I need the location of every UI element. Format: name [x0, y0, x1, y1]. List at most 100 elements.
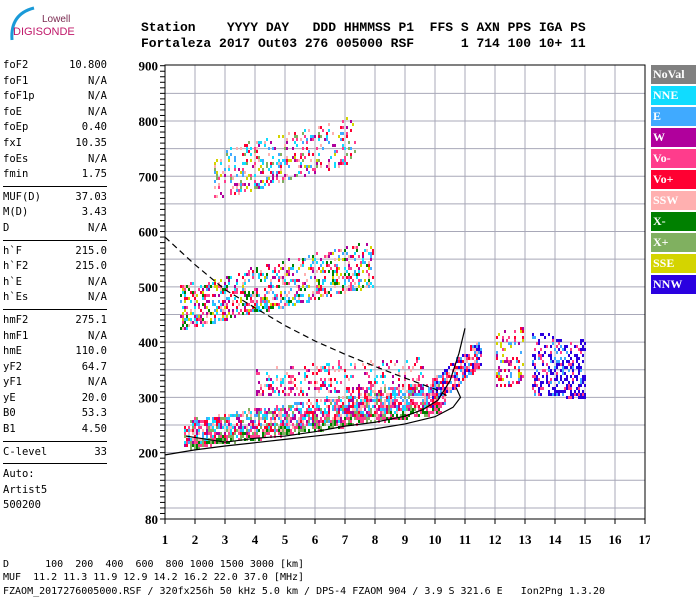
echo-point — [570, 384, 572, 387]
echo-point — [184, 321, 186, 324]
echo-point — [480, 363, 482, 366]
echo-point — [278, 264, 280, 267]
echo-point — [468, 354, 470, 357]
echo-point — [570, 348, 572, 351]
echo-point — [324, 411, 326, 414]
echo-point — [316, 402, 318, 405]
echo-point — [272, 276, 274, 279]
echo-point — [270, 285, 272, 288]
echo-point — [258, 294, 260, 297]
echo-point — [188, 432, 190, 435]
echo-point — [290, 288, 292, 291]
echo-point — [468, 372, 470, 375]
echo-point — [554, 378, 556, 381]
echo-point — [536, 375, 538, 378]
echo-point — [348, 378, 350, 381]
echo-point — [458, 384, 460, 387]
echo-point — [340, 138, 342, 141]
param-value: 0.40 — [81, 121, 107, 134]
echo-point — [274, 423, 276, 426]
echo-point — [228, 414, 230, 417]
echo-point — [334, 165, 336, 168]
echo-point — [200, 438, 202, 441]
echo-point — [294, 429, 296, 432]
echo-point — [360, 261, 362, 264]
echo-point — [332, 279, 334, 282]
echo-point — [356, 249, 358, 252]
echo-point — [548, 333, 550, 336]
echo-point — [350, 129, 352, 132]
echo-point — [576, 375, 578, 378]
echo-point — [212, 438, 214, 441]
echo-point — [326, 138, 328, 141]
echo-point — [190, 291, 192, 294]
echo-point — [300, 426, 302, 429]
echo-point — [226, 426, 228, 429]
echo-point — [390, 387, 392, 390]
echo-point — [248, 303, 250, 306]
echo-point — [314, 297, 316, 300]
echo-point — [436, 405, 438, 408]
echo-point — [316, 159, 318, 162]
echo-point — [216, 285, 218, 288]
echo-point — [552, 372, 554, 375]
param-value: 10.800 — [69, 59, 107, 71]
echo-point — [262, 414, 264, 417]
echo-point — [374, 414, 376, 417]
echo-point — [260, 279, 262, 282]
echo-point — [316, 291, 318, 294]
echo-point — [392, 414, 394, 417]
echo-point — [406, 399, 408, 402]
echo-point — [324, 384, 326, 387]
echo-point — [240, 423, 242, 426]
echo-point — [340, 405, 342, 408]
echo-point — [290, 375, 292, 378]
echo-point — [416, 360, 418, 363]
echo-point — [274, 417, 276, 420]
echo-point — [288, 291, 290, 294]
echo-point — [306, 165, 308, 168]
echo-point — [264, 288, 266, 291]
echo-point — [272, 174, 274, 177]
echo-point — [452, 375, 454, 378]
echo-point — [274, 432, 276, 435]
echo-point — [426, 414, 428, 417]
echo-point — [344, 273, 346, 276]
echo-point — [302, 390, 304, 393]
echo-point — [344, 156, 346, 159]
echo-point — [560, 390, 562, 393]
echo-point — [388, 411, 390, 414]
echo-point — [258, 390, 260, 393]
echo-point — [330, 399, 332, 402]
echo-point — [308, 165, 310, 168]
echo-point — [356, 414, 358, 417]
echo-point — [226, 420, 228, 423]
echo-point — [424, 411, 426, 414]
echo-point — [246, 297, 248, 300]
echo-point — [224, 168, 226, 171]
echo-point — [350, 267, 352, 270]
echo-point — [218, 285, 220, 288]
echo-point — [462, 369, 464, 372]
echo-point — [208, 300, 210, 303]
echo-point — [470, 369, 472, 372]
echo-point — [188, 441, 190, 444]
echo-point — [256, 390, 258, 393]
echo-point — [312, 261, 314, 264]
echo-point — [566, 351, 568, 354]
echo-point — [254, 288, 256, 291]
echo-point — [212, 303, 214, 306]
echo-point — [220, 288, 222, 291]
echo-point — [394, 387, 396, 390]
echo-point — [468, 369, 470, 372]
echo-point — [364, 279, 366, 282]
echo-point — [500, 360, 502, 363]
echo-point — [196, 420, 198, 423]
echo-point — [414, 402, 416, 405]
echo-point — [294, 159, 296, 162]
echo-point — [202, 444, 204, 447]
echo-point — [296, 291, 298, 294]
echo-point — [260, 426, 262, 429]
echo-point — [318, 390, 320, 393]
legend-item-x: X- — [651, 212, 696, 231]
